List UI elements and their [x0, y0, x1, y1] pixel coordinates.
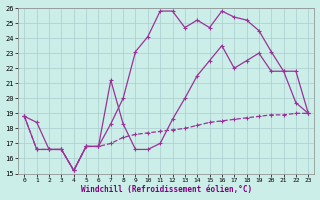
- X-axis label: Windchill (Refroidissement éolien,°C): Windchill (Refroidissement éolien,°C): [81, 185, 252, 194]
